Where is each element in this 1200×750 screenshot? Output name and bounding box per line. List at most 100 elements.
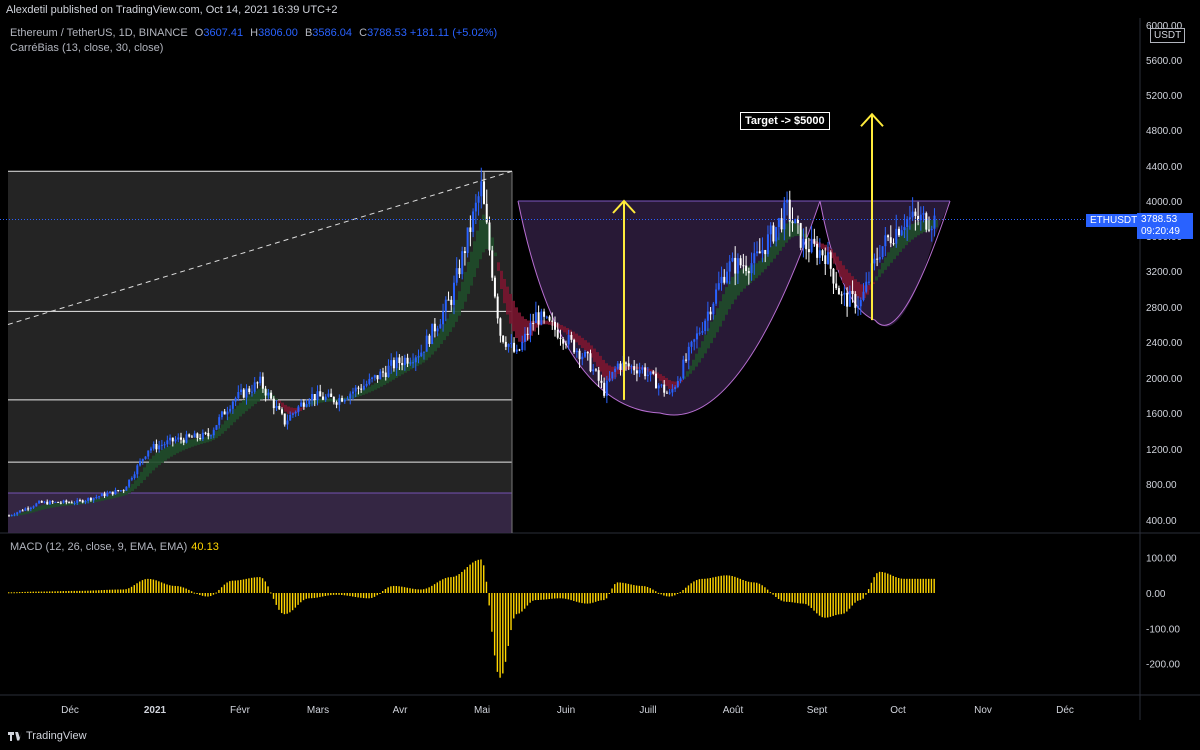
macd-bar — [218, 589, 220, 593]
macd-bar — [887, 573, 889, 593]
currency-button[interactable]: USDT — [1150, 28, 1186, 43]
band-slice — [104, 496, 107, 501]
candle-body — [234, 398, 237, 402]
band-slice — [125, 489, 128, 495]
band-slice — [161, 449, 164, 463]
candle-body — [837, 288, 840, 295]
candle-body — [125, 486, 128, 491]
band-slice — [833, 252, 836, 264]
macd-bar — [756, 582, 758, 593]
candle-body — [537, 312, 540, 325]
macd-bar — [8, 592, 10, 594]
candle-body — [712, 303, 715, 315]
candle-body — [608, 378, 611, 381]
macd-bar — [854, 593, 856, 603]
macd-bar — [458, 574, 460, 593]
macd-bar — [584, 593, 586, 604]
band-slice — [836, 256, 839, 270]
candle-body — [665, 392, 668, 394]
candle-body — [908, 217, 911, 220]
candle-body — [141, 458, 144, 461]
band-slice — [734, 273, 737, 300]
band-slice — [38, 506, 41, 511]
candle-body — [469, 227, 472, 232]
macd-bar — [720, 575, 722, 593]
left-consolidation-zone — [8, 171, 512, 493]
macd-bar — [253, 577, 256, 593]
band-slice — [584, 340, 587, 351]
macd-bar — [827, 593, 829, 618]
candle-body — [144, 456, 147, 459]
candle-body — [483, 181, 486, 204]
candle-body — [463, 251, 466, 254]
candle-body — [330, 393, 333, 397]
candle-body — [188, 434, 191, 437]
macd-bar — [259, 577, 261, 593]
candle-body — [876, 258, 879, 260]
candle-body — [892, 243, 895, 245]
price-tick-label: 2000.00 — [1146, 374, 1183, 385]
band-slice — [920, 221, 923, 234]
candle-body — [584, 351, 587, 357]
time-tick-label: Déc — [61, 705, 79, 716]
band-slice — [878, 269, 881, 278]
candle-body — [540, 311, 543, 325]
price-tick-label: 4800.00 — [1146, 126, 1183, 137]
candle-body — [76, 500, 79, 503]
macd-bar — [362, 593, 365, 599]
time-tick-label: Juill — [639, 705, 656, 716]
candle-body — [715, 289, 718, 304]
candle-body — [624, 362, 627, 364]
band-slice — [563, 326, 566, 333]
candle-body — [739, 258, 742, 266]
band-slice — [221, 424, 224, 434]
macd-bar — [450, 577, 452, 593]
candle-body — [261, 376, 264, 389]
band-slice — [200, 437, 203, 444]
band-slice — [206, 436, 209, 443]
band-slice — [128, 487, 131, 494]
candle-body — [903, 226, 906, 231]
macd-bar — [136, 583, 138, 593]
macd-bar — [283, 593, 286, 615]
macd-bar — [422, 589, 425, 593]
candle-body — [117, 490, 120, 492]
candle-body — [723, 276, 726, 283]
candle-body — [556, 329, 559, 338]
band-slice — [50, 503, 53, 508]
candle-body — [551, 320, 554, 322]
macd-bar — [859, 593, 862, 601]
macd-bar — [723, 575, 725, 593]
macd-bar — [59, 591, 62, 593]
tradingview-brand[interactable]: TradingView — [8, 730, 87, 742]
candle-body — [791, 221, 794, 224]
macd-bar — [10, 592, 13, 594]
candle-body — [13, 514, 16, 516]
candle-body — [158, 445, 161, 450]
candle-body — [611, 371, 614, 379]
band-slice — [176, 442, 179, 454]
macd-bar — [89, 590, 92, 593]
band-slice — [893, 243, 896, 260]
candle-body — [575, 350, 578, 353]
band-slice — [260, 387, 263, 400]
band-slice — [209, 435, 212, 442]
candle-body — [682, 359, 685, 379]
candle-body — [305, 403, 308, 407]
base-zone — [8, 493, 512, 533]
band-slice — [857, 281, 860, 299]
macd-bar — [114, 589, 116, 593]
macd-bar — [436, 582, 439, 593]
band-slice — [887, 252, 890, 267]
time-tick-label: Nov — [974, 705, 992, 716]
macd-bar — [835, 593, 837, 616]
candles — [8, 167, 936, 517]
band-slice — [164, 447, 167, 461]
candle-body — [728, 261, 731, 272]
candle-body — [818, 250, 821, 258]
band-slice — [686, 371, 689, 377]
candle-body — [302, 402, 305, 407]
macd-bar — [600, 593, 602, 601]
candle-body — [48, 501, 51, 505]
candle-body — [554, 321, 556, 330]
